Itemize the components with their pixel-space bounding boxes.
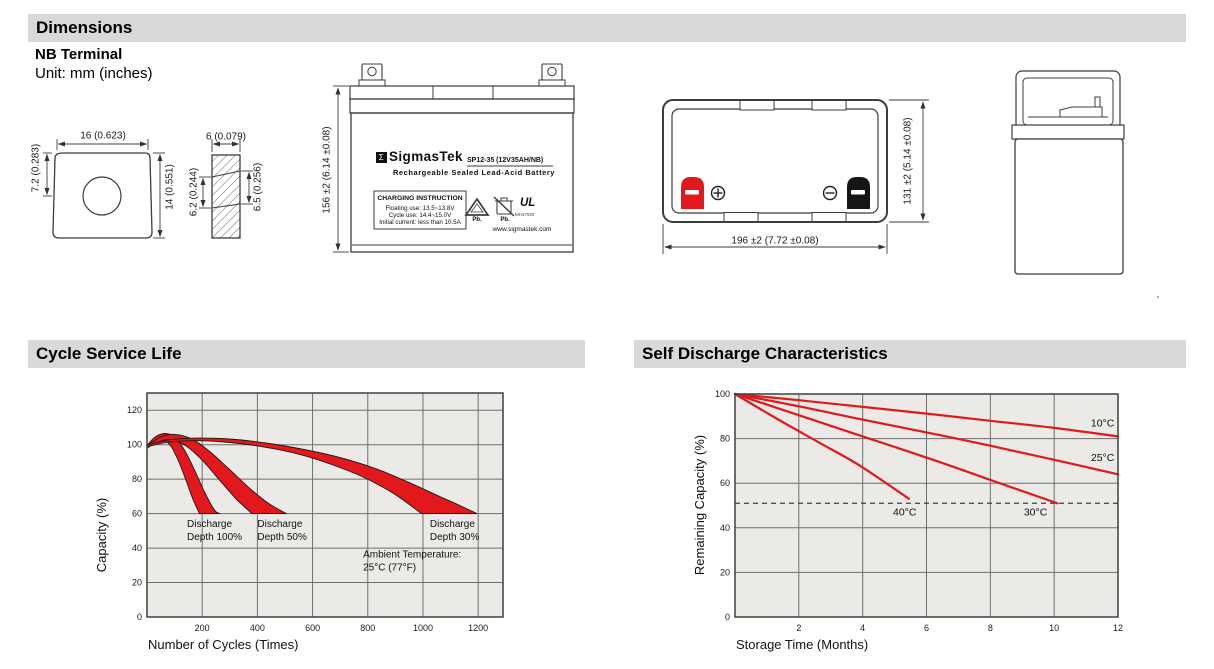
y-axis-title: Remaining Capacity (%)	[692, 435, 707, 575]
chart-annotation: Discharge	[257, 519, 302, 530]
dim-battery-height: 156 ±2 (6.14 ±0.08)	[321, 126, 333, 214]
dim-terminal-side-inner: 6.2 (0.244)	[188, 167, 200, 217]
x-tick-label: 600	[305, 623, 320, 633]
chart-annotation: 25°C (77°F)	[363, 563, 416, 574]
charging-instruction-line: Floating use: 13.5~13.8V	[385, 205, 455, 212]
y-tick-label: 60	[132, 509, 142, 519]
negative-terminal	[847, 177, 870, 209]
charging-instruction-line: Cycle use: 14.4~15.0V	[388, 212, 452, 219]
x-tick-label: 1200	[468, 623, 488, 633]
dim-terminal-front-hole: 7.2 (0.283)	[30, 143, 42, 193]
model-number: SP12-35 (12V35AH/NB)	[467, 157, 544, 164]
plus-polarity-icon	[710, 185, 726, 201]
x-tick-label: 400	[250, 623, 265, 633]
chart-annotation: Ambient Temperature:	[363, 550, 461, 561]
y-tick-label: 80	[132, 474, 142, 484]
recycle-pb-icon	[464, 197, 490, 216]
x-tick-label: 800	[360, 623, 375, 633]
curve-label: 30°C	[1024, 507, 1048, 519]
dim-battery-length: 196 ±2 (7.72 ±0.08)	[731, 235, 819, 247]
y-tick-label: 40	[720, 523, 730, 533]
section-header-self-discharge: Self Discharge Characteristics	[634, 340, 1186, 368]
x-tick-label: 4	[860, 623, 865, 633]
ul-mark-icon: UL	[520, 197, 536, 209]
temperature-curve	[733, 392, 1120, 438]
unit-note: Unit: mm (inches)	[35, 65, 153, 82]
positive-terminal	[681, 177, 704, 209]
website-url: www.sigmastek.com	[492, 226, 552, 233]
curve-label: 40°C	[893, 507, 917, 519]
pb-recycle-label: Pb.	[472, 217, 482, 223]
temperature-curve	[733, 392, 1059, 505]
curve-label: 10°C	[1091, 417, 1115, 429]
terminal-front-view-drawing	[43, 139, 165, 239]
dim-terminal-side-outer: 6.5 (0.256)	[252, 162, 264, 212]
chart-annotation: Depth 30%	[430, 532, 480, 543]
terminal-side-view-drawing	[199, 139, 253, 239]
chart-annotation: Depth 50%	[257, 532, 307, 543]
y-axis-title: Capacity (%)	[94, 498, 109, 572]
x-tick-label: 10	[1049, 623, 1059, 633]
x-tick-label: 8	[988, 623, 993, 633]
crossed-bin-pb-icon	[493, 196, 515, 217]
battery-top-view-drawing	[662, 99, 929, 254]
cycle-service-life-chart: 0 20 40 60 80 100 120 200 400 600 800 1000 1200 Numbe…	[94, 392, 504, 652]
x-tick-label: 12	[1113, 623, 1123, 633]
chart-annotation: Depth 100%	[187, 532, 242, 543]
charging-instruction-title: CHARGING INSTRUCTION	[377, 195, 463, 202]
y-tick-label: 60	[720, 478, 730, 488]
dim-terminal-front-width: 16 (0.623)	[80, 130, 126, 142]
plot-border	[146, 392, 504, 618]
terminal-type-label: NB Terminal	[35, 46, 123, 63]
x-tick-label: 1000	[413, 623, 433, 633]
y-tick-label: 100	[715, 389, 730, 399]
battery-subtitle: Rechargeable Sealed Lead-Acid Battery	[392, 168, 556, 177]
x-tick-label: 6	[924, 623, 929, 633]
y-tick-label: 0	[137, 612, 142, 622]
stray-dot	[1157, 296, 1159, 298]
ul-file-number: MH47929	[515, 212, 535, 217]
terminal-hole	[82, 176, 122, 216]
brand-name: SigmasTek	[389, 149, 463, 164]
temperature-curve	[733, 392, 1120, 476]
x-axis-title: Number of Cycles (Times)	[148, 637, 298, 652]
curve-label: 25°C	[1091, 452, 1115, 464]
x-tick-label: 200	[195, 623, 210, 633]
dim-terminal-front-height: 14 (0.551)	[164, 164, 176, 210]
y-tick-label: 20	[132, 578, 142, 588]
y-tick-label: 80	[720, 434, 730, 444]
x-axis-title: Storage Time (Months)	[736, 637, 868, 652]
pb-bin-label: Pb.	[500, 217, 510, 223]
self-discharge-chart: 10°C 25°C 30°C 40°C 0 20 40 60 80 100 2 4 6 8 10 12 Stor…	[692, 389, 1123, 652]
battery-side-view-drawing	[1011, 70, 1159, 298]
discharge-depth-band	[146, 437, 478, 515]
y-tick-label: 120	[127, 405, 142, 415]
dim-terminal-side-width: 6 (0.079)	[205, 131, 247, 143]
section-header-cycle-service-life: Cycle Service Life	[28, 340, 585, 368]
section-header-dimensions: Dimensions	[28, 14, 1186, 42]
charging-instruction-box	[373, 190, 467, 230]
temperature-curve	[733, 392, 910, 500]
x-tick-label: 2	[796, 623, 801, 633]
y-tick-label: 100	[127, 440, 142, 450]
y-tick-label: 20	[720, 567, 730, 577]
chart-annotation: Discharge	[187, 519, 232, 530]
battery-front-view-drawing	[333, 63, 575, 253]
chart-annotation: Discharge	[430, 519, 475, 530]
minus-polarity-icon	[822, 185, 838, 201]
plot-border	[734, 393, 1119, 618]
terminal-bolt-hole	[367, 66, 377, 77]
y-tick-label: 40	[132, 543, 142, 553]
charging-instruction-line: Initial current: less than 10.5A	[379, 219, 461, 226]
y-tick-label: 0	[725, 612, 730, 622]
dim-battery-width: 131 ±2 (5.14 ±0.08)	[902, 117, 914, 205]
sigmastek-logo-icon: Σ	[376, 152, 387, 163]
